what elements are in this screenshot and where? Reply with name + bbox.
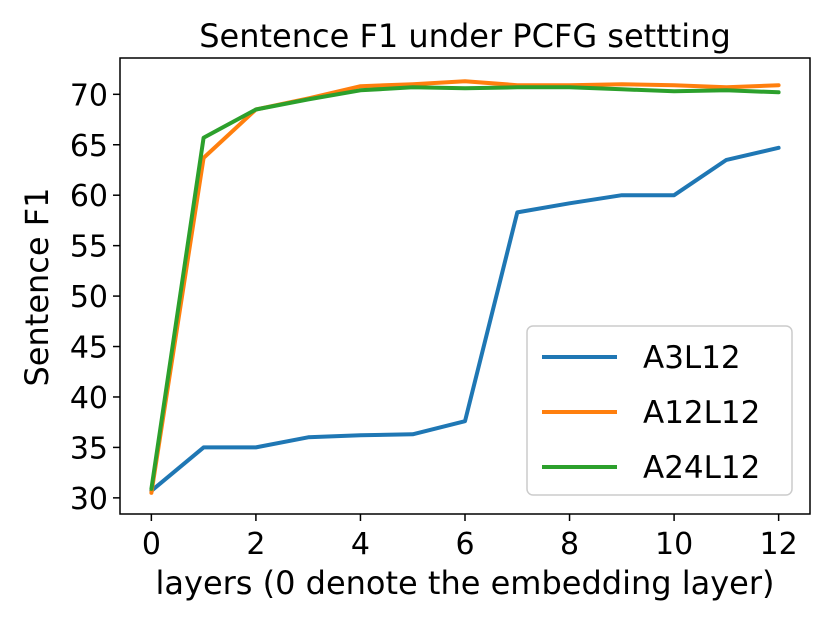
chart-title: Sentence F1 under PCFG settting [199, 17, 731, 55]
y-tick-label: 35 [70, 431, 108, 466]
y-tick-label: 55 [70, 230, 108, 265]
y-tick-label: 45 [70, 331, 108, 366]
series-line-a3l12 [149, 145, 781, 493]
legend-box [526, 325, 793, 496]
legend-label-a12l12: A12L12 [643, 395, 760, 431]
y-tick-label: 60 [70, 179, 108, 214]
x-tick-label: 10 [655, 527, 693, 562]
x-tick-label: 0 [142, 527, 161, 562]
series-lines [149, 79, 781, 495]
legend-label-a3l12: A3L12 [643, 340, 741, 376]
y-tick-label: 30 [70, 482, 108, 517]
x-tick-label: 12 [760, 527, 798, 562]
y-axis-label: Sentence F1 [18, 187, 56, 386]
legend-label-a24l12: A24L12 [643, 450, 760, 486]
legend: A3L12 A12L12 A24L12 [526, 325, 793, 496]
axis-ticks: 0 2 4 6 8 10 12 30 35 40 45 50 55 60 65 70 [70, 78, 798, 562]
x-tick-label: 6 [455, 527, 474, 562]
x-tick-label: 8 [560, 527, 579, 562]
series-line-a24l12 [149, 85, 781, 491]
y-tick-label: 65 [70, 129, 108, 164]
x-tick-label: 2 [246, 527, 265, 562]
x-axis-label: layers (0 denote the embedding layer) [156, 564, 775, 602]
y-tick-label: 70 [70, 78, 108, 113]
x-tick-label: 4 [351, 527, 370, 562]
plot-frame [119, 57, 811, 515]
y-tick-label: 40 [70, 381, 108, 416]
y-tick-label: 50 [70, 280, 108, 315]
